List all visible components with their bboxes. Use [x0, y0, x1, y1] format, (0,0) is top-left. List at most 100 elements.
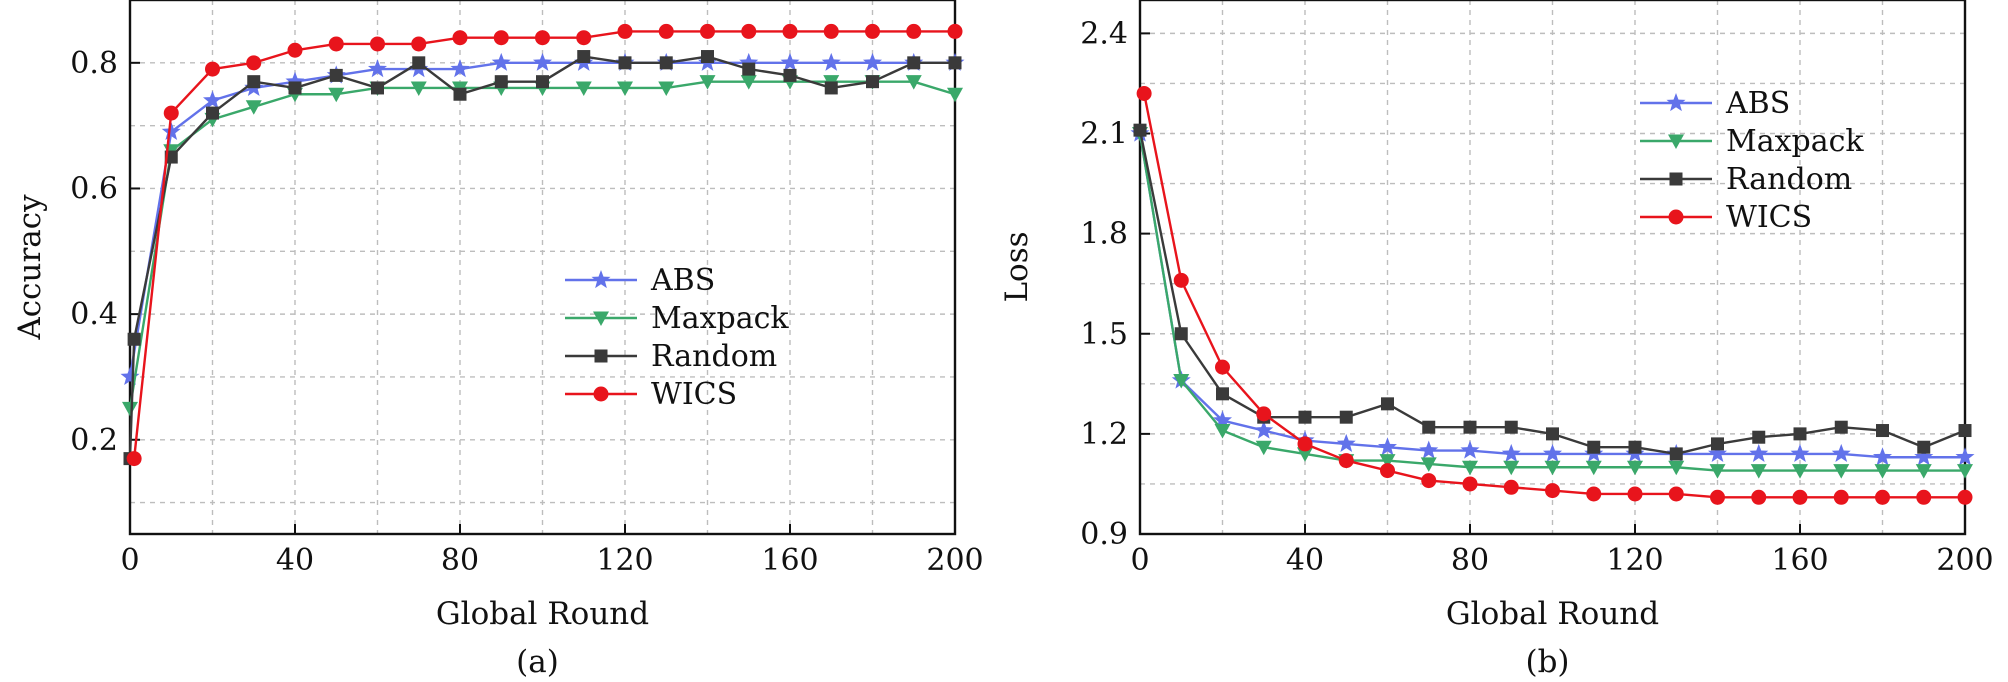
data-point-random [1422, 420, 1436, 434]
series-wics [126, 23, 963, 467]
data-point-abs [450, 59, 470, 78]
legend-marker-wics [593, 386, 609, 402]
y-tick-label: 1.2 [1080, 417, 1128, 452]
panel-caption: (a) [516, 644, 559, 680]
x-tick-label: 0 [120, 543, 139, 578]
data-point-maxpack [1915, 464, 1932, 479]
data-point-wics [411, 36, 427, 52]
data-point-maxpack [699, 75, 716, 90]
data-point-random [1463, 420, 1477, 434]
legend-label: Maxpack [1726, 124, 1864, 159]
data-point-abs [1377, 437, 1398, 456]
data-point-wics [452, 30, 468, 46]
data-point-wics [1503, 479, 1519, 495]
x-tick-label: 40 [1286, 543, 1324, 578]
x-tick-label: 120 [596, 543, 653, 578]
chart-panel-1: 0 40 80 120 160 200 0.2 0.4 0.6 0.8 Global Round Ac… [12, 0, 984, 680]
data-point-maxpack [658, 81, 675, 96]
data-point-random [1298, 410, 1312, 424]
y-tick-label: 0.4 [70, 297, 118, 332]
data-point-wics [906, 23, 922, 39]
data-point-abs [1542, 443, 1563, 462]
data-point-wics [576, 30, 592, 46]
data-point-wics [741, 23, 757, 39]
x-axis-title: Global Round [436, 596, 649, 632]
data-point-random [1711, 437, 1724, 451]
legend-label: ABS [650, 263, 715, 298]
data-point-random [659, 56, 673, 70]
data-point-random [1669, 447, 1683, 461]
data-point-maxpack [1420, 457, 1437, 472]
data-point-abs [120, 366, 140, 386]
y-tick-label: 0.8 [70, 46, 118, 81]
data-point-abs [1914, 447, 1934, 466]
data-point-wics [700, 23, 715, 39]
data-point-random [536, 75, 549, 89]
data-point-random [494, 75, 508, 89]
panel-caption: (b) [1525, 644, 1569, 680]
data-point-maxpack [1503, 460, 1520, 476]
data-point-random [783, 68, 797, 82]
data-point-abs [491, 52, 511, 71]
data-point-maxpack [575, 81, 592, 96]
data-point-maxpack [617, 81, 633, 96]
plot-frame [128, 0, 957, 536]
legend-marker-random [594, 349, 608, 363]
data-point-random [1834, 420, 1848, 434]
data-point-maxpack [1833, 464, 1850, 479]
data-point-wics [1668, 486, 1684, 502]
data-point-wics [1875, 489, 1890, 505]
data-point-random [247, 75, 261, 89]
data-point-random [127, 332, 141, 346]
data-point-maxpack [1874, 464, 1891, 479]
data-point-wics [370, 36, 385, 52]
y-tick-label: 1.8 [1080, 217, 1128, 252]
data-point-random [371, 81, 384, 95]
data-point-wics [328, 36, 344, 52]
data-point-wics [205, 61, 220, 77]
x-tick-label: 40 [276, 543, 314, 578]
legend-marker-abs [591, 270, 611, 289]
data-point-random [1546, 427, 1559, 441]
data-point-wics [493, 30, 509, 46]
data-point-maxpack [1173, 373, 1190, 389]
legend-label: Random [1726, 162, 1852, 197]
data-point-abs [161, 121, 181, 141]
data-point-random [577, 50, 591, 64]
data-point-random [1876, 424, 1889, 438]
data-point-maxpack [1544, 460, 1561, 476]
data-point-random [206, 106, 219, 120]
data-point-wics [1380, 463, 1395, 479]
data-point-maxpack [1585, 460, 1602, 476]
data-point-random [288, 81, 302, 95]
data-point-abs [1831, 443, 1851, 462]
data-point-wics [1215, 359, 1230, 375]
data-point-abs [1254, 420, 1274, 439]
data-point-random [866, 75, 879, 89]
data-point-random [1958, 424, 1972, 438]
data-point-wics [246, 55, 262, 71]
data-point-random [824, 81, 838, 95]
data-point-abs [1212, 410, 1233, 429]
x-tick-label: 0 [1130, 543, 1149, 578]
data-point-abs [862, 52, 883, 71]
legend-marker-maxpack [1668, 134, 1684, 149]
y-tick-label: 0.6 [70, 171, 118, 206]
data-point-maxpack [410, 81, 427, 96]
y-tick-label: 2.1 [1080, 117, 1128, 152]
y-tick-label: 0.9 [1080, 517, 1128, 552]
data-point-random [412, 56, 426, 70]
data-point-abs [1501, 443, 1521, 462]
series-line-random [128, 55, 955, 459]
data-point-abs [1336, 433, 1356, 452]
data-point-random [1216, 387, 1229, 401]
data-point-random [907, 56, 921, 70]
data-point-wics [1792, 489, 1808, 505]
data-point-random [1752, 430, 1766, 444]
data-point-maxpack [328, 87, 345, 103]
data-point-wics [1627, 486, 1643, 502]
data-point-abs [1790, 443, 1810, 462]
data-point-maxpack [122, 401, 138, 417]
legend-label: Random [651, 339, 777, 374]
